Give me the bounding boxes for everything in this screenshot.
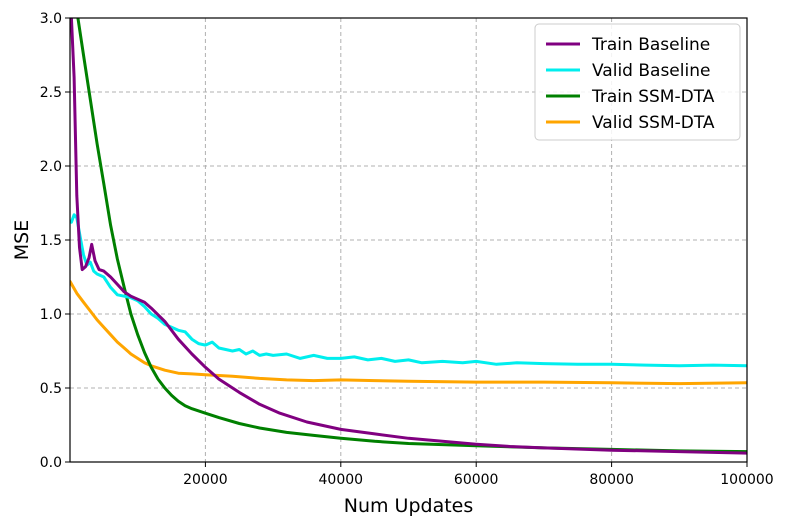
y-tick-label: 0.5	[40, 381, 62, 397]
y-tick-label: 1.5	[40, 233, 62, 249]
series-line-valid-ssm-dta	[70, 279, 747, 386]
legend-label: Train SSM-DTA	[591, 87, 715, 107]
series-line-train-baseline	[70, 18, 747, 455]
series-line-train-ssm-dta	[76, 18, 747, 454]
x-axis-ticks: 20000 40000 60000 80000 100000	[183, 462, 774, 488]
x-tick-label: 40000	[319, 472, 364, 488]
y-axis-label: MSE	[11, 220, 33, 260]
legend: Train Baseline Valid Baseline Train SSM-DT…	[534, 23, 741, 141]
legend-label: Valid SSM-DTA	[592, 113, 715, 133]
y-axis-ticks: 0.0 0.5 1.0 1.5 2.0 2.5 3.0	[40, 11, 70, 471]
y-tick-label: 2.0	[40, 159, 62, 175]
x-axis-label: Num Updates	[344, 495, 474, 517]
x-tick-label: 60000	[454, 472, 499, 488]
x-tick-label: 100000	[720, 472, 773, 488]
series-group	[70, 18, 747, 455]
x-tick-label: 20000	[183, 472, 228, 488]
x-tick-label: 80000	[589, 472, 634, 488]
y-tick-label: 2.5	[40, 85, 62, 101]
legend-box	[534, 23, 741, 141]
y-tick-label: 1.0	[40, 307, 62, 323]
series-line-valid-baseline	[70, 213, 747, 368]
y-tick-label: 3.0	[40, 11, 62, 27]
legend-label: Train Baseline	[591, 35, 710, 55]
legend-label: Valid Baseline	[592, 61, 710, 81]
y-tick-label: 0.0	[40, 455, 62, 471]
